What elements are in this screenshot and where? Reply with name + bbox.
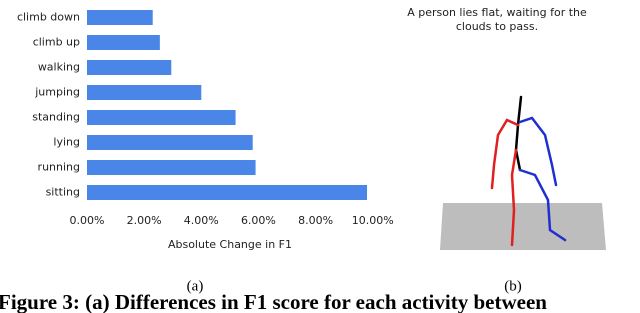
bar <box>87 135 253 150</box>
y-tick-label: standing <box>32 111 80 124</box>
x-tick-label: 4.00% <box>184 214 219 227</box>
bar <box>87 85 202 100</box>
panel-text: clouds to pass. <box>456 20 538 33</box>
y-tick-label: jumping <box>34 86 80 99</box>
subcaption: (b) <box>504 278 522 294</box>
x-axis-title: Absolute Change in F1 <box>168 238 292 251</box>
y-tick-label: sitting <box>46 186 80 199</box>
x-tick-label: 8.00% <box>298 214 333 227</box>
x-tick-label: 2.00% <box>127 214 162 227</box>
y-tick-label: climb up <box>33 36 80 49</box>
subcaption: (a) <box>187 278 204 294</box>
x-tick-label: 6.00% <box>241 214 276 227</box>
y-tick-label: lying <box>53 136 80 149</box>
y-tick-label: running <box>38 161 80 174</box>
y-tick-label: climb down <box>17 11 80 24</box>
y-tick-label: walking <box>38 61 80 74</box>
x-tick-label: 10.00% <box>352 214 394 227</box>
bar <box>87 110 236 125</box>
bar <box>87 160 256 175</box>
bar <box>87 10 153 25</box>
bar-chart: 0.00% 2.00% 4.00% 6.00% 8.00% 10.00% climb dow… <box>17 10 394 227</box>
bar <box>87 60 172 75</box>
panel-text: A person lies flat, waiting for the <box>407 6 587 19</box>
bar <box>87 185 367 200</box>
bar <box>87 35 160 50</box>
x-tick-label: 0.00% <box>70 214 105 227</box>
stick-figure <box>490 95 567 247</box>
floor <box>440 203 606 250</box>
figure-caption: Figure 3: (a) Differences in F1 score fo… <box>0 290 547 313</box>
